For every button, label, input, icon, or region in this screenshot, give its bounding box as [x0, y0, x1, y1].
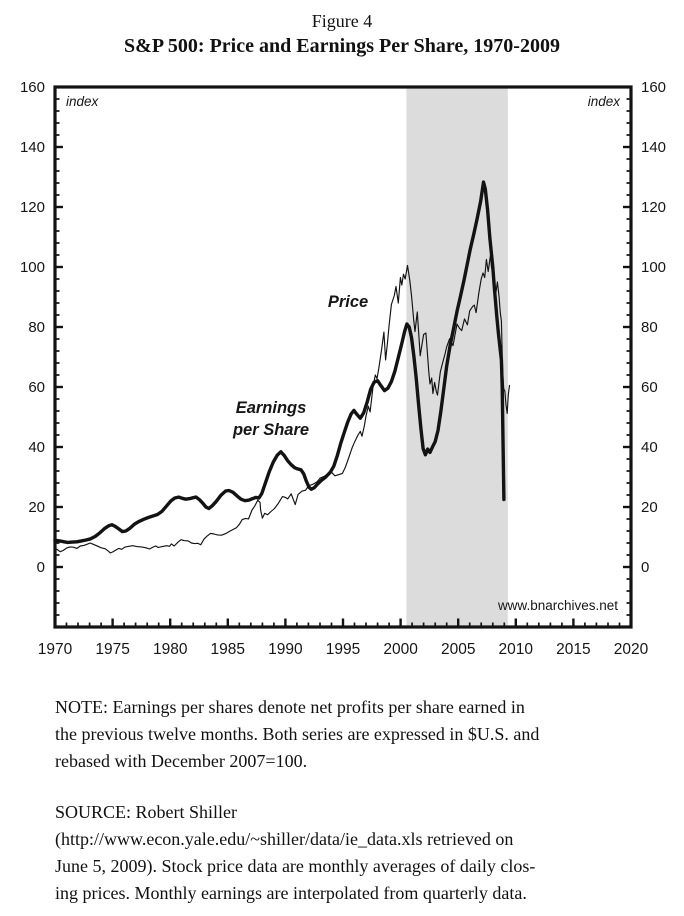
y-axis-tick-label-left: 120 [20, 199, 45, 216]
x-axis-tick-label: 1985 [211, 641, 245, 658]
earnings-series-label-line2: per Share [232, 421, 309, 439]
x-axis-tick-label: 2020 [614, 641, 649, 658]
y-axis-tick-label-left: 40 [28, 439, 45, 456]
x-axis-tick-label: 2010 [499, 641, 534, 658]
y-axis-tick-label-right: 20 [641, 499, 658, 516]
note-line: rebased with December 2007=100. [55, 751, 308, 771]
y-axis-tick-label-right: 0 [641, 559, 649, 576]
y-axis-tick-label-left: 100 [20, 259, 45, 276]
source-line: SOURCE: Robert Shiller [55, 802, 238, 822]
x-axis-tick-label: 1980 [153, 641, 188, 658]
shaded-band-layer [406, 87, 508, 627]
price-series-line [54, 254, 511, 554]
source-line: (http://www.econ.yale.edu/~shiller/data/… [55, 829, 514, 849]
x-axis-tick-label: 2005 [441, 641, 475, 658]
note-line: the previous twelve months. Both series … [55, 724, 540, 744]
earnings-series-line [53, 180, 506, 545]
x-axis-tick-label: 1970 [38, 641, 73, 658]
x-axis-tick-label: 1995 [326, 641, 360, 658]
y-unit-label-right: index [588, 94, 622, 109]
x-axis-tick-label: 1990 [268, 641, 303, 658]
y-axis-tick-label-right: 160 [641, 79, 666, 96]
source-text: SOURCE: Robert Shiller (http://www.econ.… [55, 799, 655, 907]
y-unit-label-left: index [66, 94, 100, 109]
y-axis-tick-label-right: 60 [641, 379, 658, 396]
y-axis-tick-label-right: 40 [641, 439, 658, 456]
y-axis-tick-label-left: 20 [28, 499, 45, 516]
source-line: June 5, 2009). Stock price data are mont… [55, 856, 536, 876]
plot-frame-layer [53, 85, 633, 629]
y-axis-tick-label-right: 80 [641, 319, 658, 336]
note-line: NOTE: Earnings per shares denote net pro… [55, 697, 525, 717]
figure-title: S&P 500: Price and Earnings Per Share, 1… [124, 35, 560, 57]
source-line: ing prices. Monthly earnings are interpo… [55, 883, 527, 903]
y-axis-tick-label-right: 100 [641, 259, 666, 276]
x-axis-tick-label: 1975 [95, 641, 129, 658]
earnings-series-label-line1: Earnings [236, 399, 307, 417]
price-series-label: Price [328, 293, 368, 311]
figure-number: Figure 4 [311, 11, 373, 31]
watermark-url: www.bnarchives.net [497, 598, 618, 613]
y-axis-tick-label-left: 140 [20, 139, 45, 156]
shaded-band [406, 87, 508, 627]
y-axis-tick-label-left: 160 [20, 79, 45, 96]
y-axis-tick-label-left: 0 [37, 559, 45, 576]
x-axis-tick-label: 2000 [383, 641, 418, 658]
y-axis-tick-label-right: 120 [641, 199, 666, 216]
plot-frame [53, 85, 633, 629]
x-axis-tick-label: 2015 [556, 641, 590, 658]
series-lines-layer [53, 180, 511, 554]
note-text: NOTE: Earnings per shares denote net pro… [55, 694, 655, 775]
y-axis-tick-label-left: 80 [28, 319, 45, 336]
y-axis-tick-label-right: 140 [641, 139, 666, 156]
y-axis-tick-label-left: 60 [28, 379, 45, 396]
